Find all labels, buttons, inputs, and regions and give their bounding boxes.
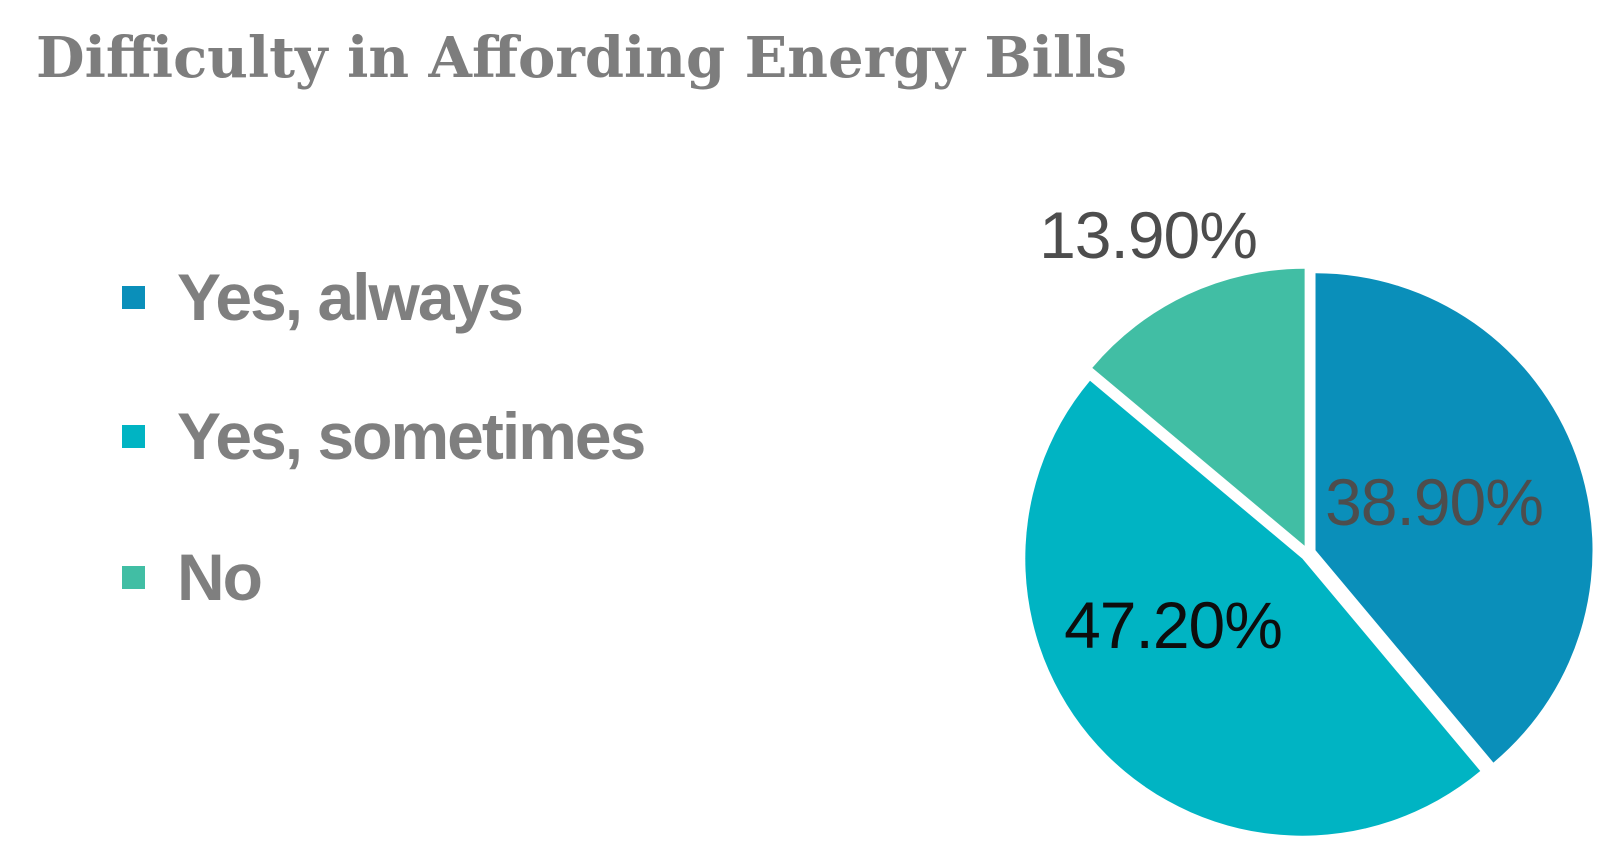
legend-marker-yes-sometimes-icon — [122, 424, 145, 448]
legend-item-yes-always: Yes, always — [122, 260, 524, 334]
legend-marker-yes-always-icon — [122, 285, 145, 309]
pie-slice-yes-always — [1315, 273, 1593, 763]
pie-data-label-yes-sometimes: 47.20% — [1064, 588, 1283, 662]
pie-data-label-yes-always: 38.90% — [1325, 465, 1544, 539]
legend-item-yes-sometimes: Yes, sometimes — [122, 399, 646, 473]
legend-label-yes-always: Yes, always — [177, 260, 524, 334]
pie-data-label-no: 13.90% — [1039, 198, 1258, 272]
legend-label-no: No — [177, 540, 263, 614]
legend-label-yes-sometimes: Yes, sometimes — [177, 399, 646, 473]
chart-title: Difficulty in Affording Energy Bills — [36, 25, 1128, 91]
pie-slice-no — [1092, 268, 1305, 546]
legend-item-no: No — [122, 540, 263, 614]
pie-slice-yes-sometimes — [1025, 380, 1481, 836]
legend-marker-no-icon — [122, 565, 145, 589]
